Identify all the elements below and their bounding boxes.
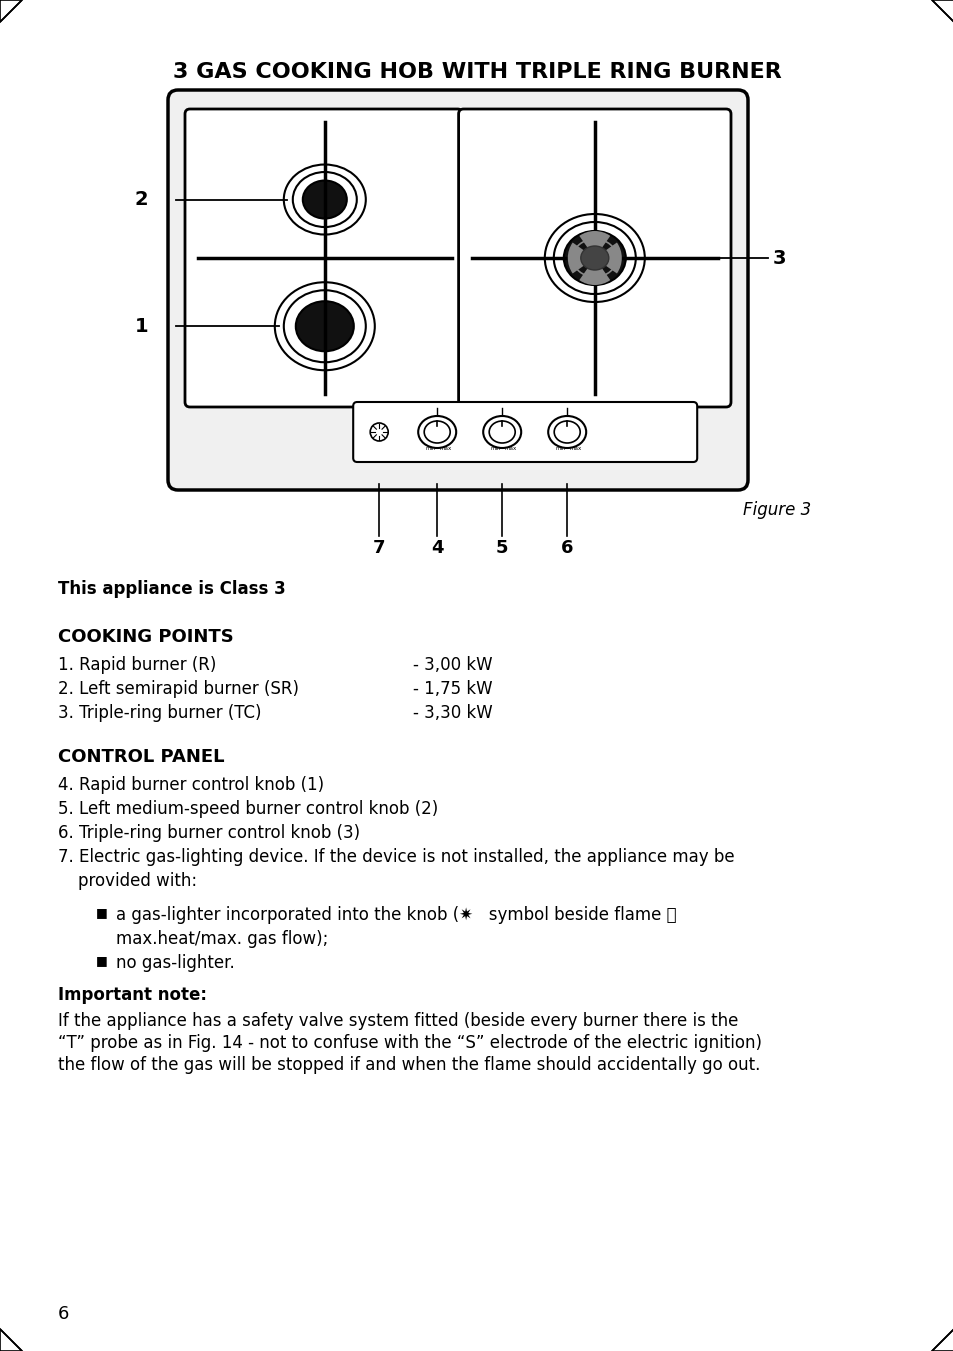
Polygon shape [0,1329,22,1351]
Text: ■: ■ [96,907,108,919]
Ellipse shape [295,301,354,351]
Text: Figure 3: Figure 3 [742,501,810,519]
Text: max: max [504,446,516,450]
Text: 7: 7 [373,539,385,557]
Circle shape [370,423,388,440]
Wedge shape [578,231,610,258]
Text: 2: 2 [134,190,148,209]
Ellipse shape [274,282,375,370]
Ellipse shape [544,213,644,303]
Text: CONTROL PANEL: CONTROL PANEL [58,748,224,766]
Text: 7. Electric gas-lighting device. If the device is not installed, the appliance m: 7. Electric gas-lighting device. If the … [58,848,734,866]
Text: 5. Left medium-speed burner control knob (2): 5. Left medium-speed burner control knob… [58,800,437,817]
Ellipse shape [554,422,579,443]
Text: - 3,30 kW: - 3,30 kW [413,704,493,721]
Text: 2. Left semirapid burner (SR): 2. Left semirapid burner (SR) [58,680,298,698]
Text: - 1,75 kW: - 1,75 kW [413,680,492,698]
Text: min: min [555,446,565,450]
FancyBboxPatch shape [168,91,747,490]
Ellipse shape [424,422,450,443]
FancyBboxPatch shape [185,109,462,407]
Wedge shape [594,243,621,273]
Text: max: max [438,446,451,450]
Text: Important note:: Important note: [58,986,207,1004]
Ellipse shape [417,416,456,449]
Wedge shape [578,258,610,285]
Ellipse shape [548,416,585,449]
Text: COOKING POINTS: COOKING POINTS [58,628,233,646]
Text: the flow of the gas will be stopped if and when the flame should accidentally go: the flow of the gas will be stopped if a… [58,1056,760,1074]
Text: 6: 6 [58,1305,70,1323]
Wedge shape [567,243,594,273]
Ellipse shape [283,290,365,362]
Text: 5: 5 [496,539,508,557]
Text: max.heat/max. gas flow);: max.heat/max. gas flow); [116,929,328,948]
Text: min: min [425,446,436,450]
FancyBboxPatch shape [353,403,697,462]
Ellipse shape [482,416,520,449]
Ellipse shape [302,181,347,219]
Text: 3 GAS COOKING HOB WITH TRIPLE RING BURNER: 3 GAS COOKING HOB WITH TRIPLE RING BURNE… [172,62,781,82]
FancyBboxPatch shape [458,109,730,407]
Polygon shape [931,0,953,22]
Text: 6. Triple-ring burner control knob (3): 6. Triple-ring burner control knob (3) [58,824,359,842]
Polygon shape [0,0,22,22]
Text: 4: 4 [431,539,443,557]
Text: 1. Rapid burner (R): 1. Rapid burner (R) [58,657,216,674]
Text: This appliance is Class 3: This appliance is Class 3 [58,580,286,598]
Ellipse shape [580,246,608,270]
Text: ■: ■ [96,954,108,967]
Ellipse shape [563,231,625,285]
Ellipse shape [283,165,365,235]
Text: 3: 3 [772,249,785,267]
Text: - 3,00 kW: - 3,00 kW [413,657,492,674]
Text: 4. Rapid burner control knob (1): 4. Rapid burner control knob (1) [58,775,324,794]
Text: no gas-lighter.: no gas-lighter. [116,954,234,971]
Ellipse shape [489,422,515,443]
Text: a gas-lighter incorporated into the knob (✷   symbol beside flame 🔥: a gas-lighter incorporated into the knob… [116,907,676,924]
Text: If the appliance has a safety valve system fitted (beside every burner there is : If the appliance has a safety valve syst… [58,1012,738,1029]
Text: “T” probe as in Fig. 14 - not to confuse with the “S” electrode of the electric : “T” probe as in Fig. 14 - not to confuse… [58,1034,761,1052]
Ellipse shape [293,172,356,227]
Text: 6: 6 [560,539,573,557]
Text: 3. Triple-ring burner (TC): 3. Triple-ring burner (TC) [58,704,261,721]
Text: min: min [490,446,500,450]
Ellipse shape [554,222,635,295]
Text: 1: 1 [134,316,148,336]
Polygon shape [931,1329,953,1351]
Text: max: max [569,446,580,450]
Text: provided with:: provided with: [78,871,197,890]
